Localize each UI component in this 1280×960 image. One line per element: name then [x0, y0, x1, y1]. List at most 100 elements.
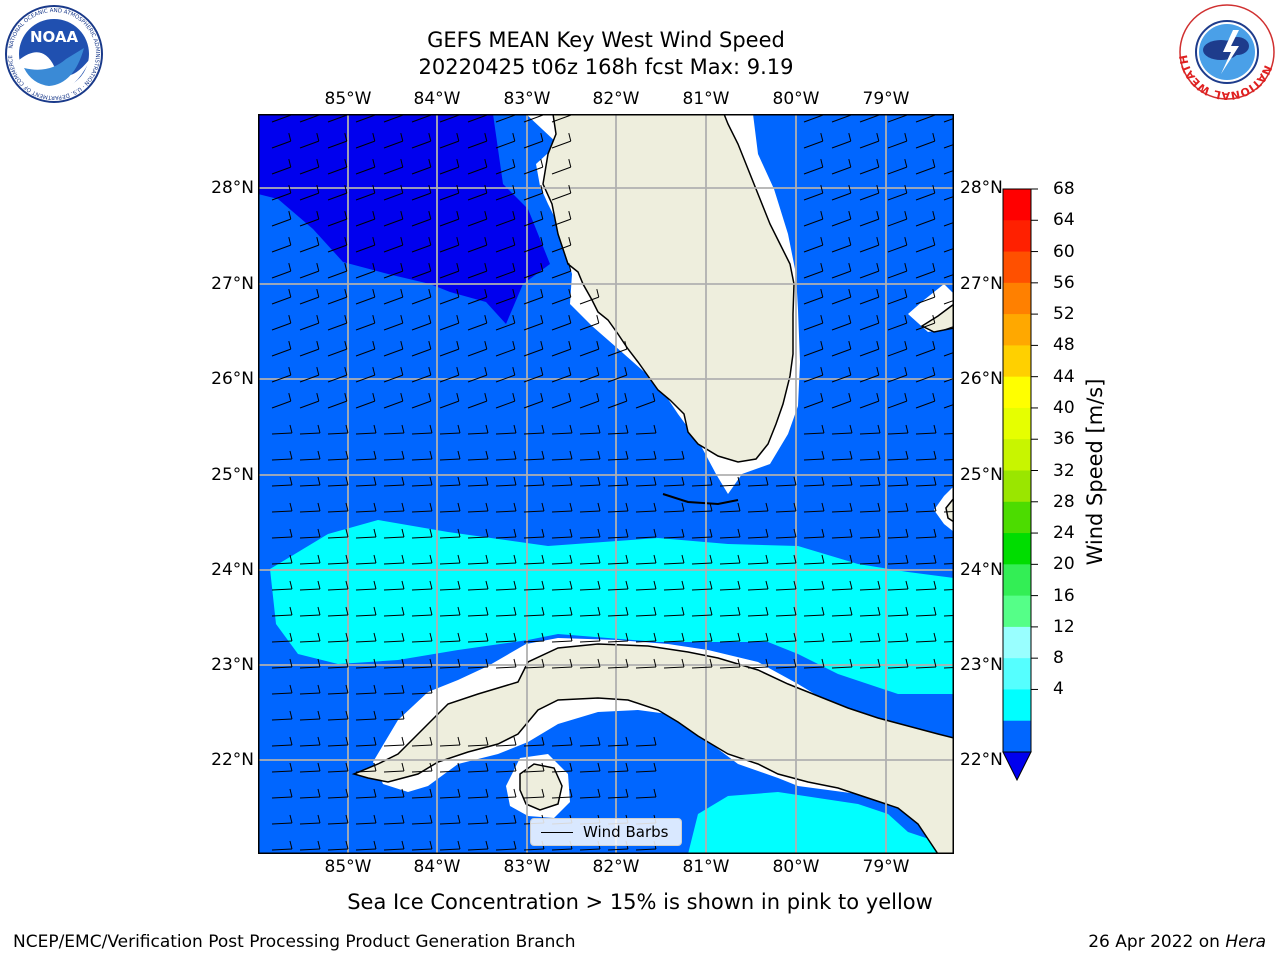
wind-barb-shaft: [495, 166, 515, 175]
wind-barb-flag: [849, 658, 853, 668]
land-isla-juventud: [519, 763, 563, 811]
wind-barb-flag: [793, 528, 797, 538]
wind-barb-flag: [820, 211, 824, 220]
wind-barb-shaft: [355, 484, 376, 487]
wind-barb-shaft: [299, 692, 320, 695]
colorbar-label: 20: [1053, 554, 1075, 575]
wind-barb-flag: [288, 289, 292, 298]
wind-barb-flag: [401, 736, 405, 746]
wind-barb-flag: [428, 315, 432, 324]
wind-barb-shaft: [831, 536, 852, 539]
wind-barb-flag: [820, 315, 824, 324]
wind-barb-flag: [372, 159, 376, 168]
wind-barb-flag: [457, 658, 461, 668]
wind-barb-shaft: [355, 562, 376, 565]
wind-barb-shaft: [271, 666, 292, 669]
wind-barb-flag: [485, 658, 489, 668]
wind-barb-flag: [820, 133, 824, 142]
wind-barb-shaft: [523, 374, 543, 383]
wind-barb-flag: [849, 450, 853, 460]
wind-barb-flag: [400, 341, 404, 350]
wind-barb-flag: [849, 632, 853, 642]
wind-barb-shaft: [831, 270, 851, 279]
wind-barb-shaft: [831, 510, 852, 513]
lon-tick-top: 85°W: [324, 89, 372, 109]
wind-barb-flag: [681, 580, 685, 590]
wind-barb-shaft: [299, 484, 320, 487]
wind-barb-flag: [820, 263, 824, 272]
wind-barb-shaft: [271, 484, 292, 487]
wind-barb-flag: [765, 554, 769, 564]
wind-barb-shaft: [299, 614, 320, 617]
wind-barb-flag: [344, 315, 348, 324]
wind-barb-shaft: [271, 140, 291, 149]
wind-barb-shaft: [299, 400, 319, 409]
wind-barb-shaft: [831, 562, 852, 565]
wind-barb-shaft: [915, 244, 935, 253]
wind-barb-flag: [904, 289, 908, 298]
land-bahamas-andros: [945, 496, 954, 523]
wind-barb-flag: [541, 528, 545, 538]
lat-tick-right: 22°N: [960, 750, 1003, 770]
wind-barb-flag: [568, 159, 572, 168]
wind-barb-shaft: [467, 640, 488, 643]
wind-barb-flag: [344, 367, 348, 376]
wind-barb-flag: [288, 211, 292, 220]
wind-barb-flag: [288, 341, 292, 350]
wind-barb-flag: [597, 788, 601, 798]
wind-barb-flag: [317, 814, 321, 824]
wind-barb-flag: [653, 762, 657, 772]
wind-barb-shaft: [495, 400, 515, 409]
wind-barb-shaft: [607, 348, 627, 357]
wind-barb-shaft: [887, 166, 907, 175]
wind-barb-flag: [877, 424, 881, 434]
wind-barb-shaft: [915, 270, 935, 279]
wind-barb-shaft: [579, 796, 600, 799]
wind-barb-flag: [484, 341, 488, 350]
wind-barb-flag: [569, 736, 573, 746]
wind-barb-flag: [289, 424, 293, 434]
wind-barb-shaft: [831, 666, 852, 669]
wind-barb-flag: [345, 606, 349, 616]
wind-barb-flag: [317, 580, 321, 590]
wind-barb-flag: [568, 211, 572, 220]
colorbar-band: [1003, 345, 1031, 378]
wind-barb-shaft: [887, 536, 908, 539]
wind-barb-shaft: [915, 614, 936, 617]
wind-barb-flag: [316, 185, 320, 194]
wind-barb-flag: [400, 159, 404, 168]
wind-barb-shaft: [579, 744, 600, 747]
wind-barb-flag: [876, 185, 880, 194]
wind-barb-shaft: [383, 322, 403, 331]
wind-barb-shaft: [635, 848, 656, 851]
wind-barb-flag: [428, 159, 432, 168]
wind-barb-shaft: [271, 244, 291, 253]
wind-barb-flag: [512, 211, 516, 220]
wind-barb-shaft: [467, 796, 488, 799]
wind-barb-flag: [400, 185, 404, 194]
wind-barb-shaft: [467, 614, 488, 617]
lat-tick-left: 25°N: [211, 465, 254, 485]
wind-barb-shaft: [271, 322, 291, 331]
wind-barb-shaft: [439, 218, 459, 227]
wind-barb-shaft: [775, 640, 796, 643]
wind-barb-shaft: [887, 270, 907, 279]
wind-barb-flag: [457, 762, 461, 772]
wind-barb-flag: [681, 528, 685, 538]
wind-speed-map: [258, 114, 954, 854]
wind-barb-flag: [933, 580, 937, 590]
wind-barb-flag: [484, 367, 488, 376]
wind-barb-shaft: [803, 244, 823, 253]
wind-barb-shaft: [523, 140, 543, 149]
wind-barb-shaft: [691, 666, 712, 669]
wind-barb-flag: [484, 159, 488, 168]
wind-barb-shaft: [411, 244, 431, 253]
wind-barb-flag: [373, 684, 377, 694]
wind-barb-flag: [653, 580, 657, 590]
lat-tick-right: 26°N: [960, 369, 1003, 389]
lat-tick-left: 23°N: [211, 655, 254, 675]
wind-barb-shaft: [915, 322, 935, 331]
wind-barb-flag: [709, 632, 713, 642]
wind-barb-shaft: [495, 744, 516, 747]
wind-barb-flag: [512, 315, 516, 324]
